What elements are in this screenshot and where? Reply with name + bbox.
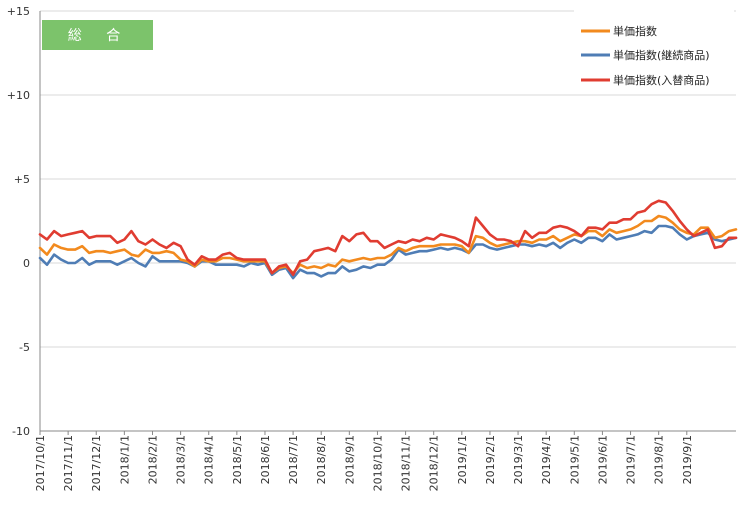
x-tick-label: 2019/6/1 [596, 435, 609, 484]
x-tick-label: 2019/7/1 [625, 435, 638, 484]
x-tick-label: 2018/10/1 [371, 435, 384, 491]
y-tick-label: +5 [14, 173, 30, 186]
x-tick-label: 2018/1/1 [118, 435, 131, 484]
y-tick-label: 0 [23, 257, 30, 270]
x-tick-label: 2019/3/1 [512, 435, 525, 484]
badge-background [42, 20, 153, 50]
y-tick-label: -10 [12, 425, 30, 438]
x-tick-label: 2018/2/1 [146, 435, 159, 484]
series-line-3 [38, 199, 738, 277]
series-lines [38, 199, 738, 280]
x-tick-label: 2019/1/1 [456, 435, 469, 484]
legend-item-3: 単価指数(入替商品) [581, 73, 710, 87]
legend-label-3: 単価指数(入替商品) [613, 73, 710, 87]
x-tick-label: 2018/6/1 [259, 435, 272, 484]
x-tick-label: 2019/8/1 [653, 435, 666, 484]
y-axis-ticks: -10 -5 0 +5 +10 +15 [7, 5, 30, 438]
x-tick-label: 2019/2/1 [484, 435, 497, 484]
x-tick-label: 2017/11/1 [62, 435, 75, 491]
series-line-1 [38, 214, 738, 275]
x-tick-label: 2019/9/1 [681, 435, 694, 484]
series-line-2 [38, 224, 738, 280]
badge-label: 総 合 [68, 28, 130, 44]
x-tick-label: 2018/9/1 [343, 435, 356, 484]
x-tick-label: 2018/3/1 [175, 435, 188, 484]
x-tick-label: 2018/5/1 [231, 435, 244, 484]
x-tick-label: 2019/4/1 [540, 435, 553, 484]
y-tick-label: -5 [19, 341, 30, 354]
x-tick-label: 2018/4/1 [203, 435, 216, 484]
legend-item-2: 単価指数(継続商品) [581, 48, 710, 62]
legend: 単価指数 単価指数(継続商品) 単価指数(入替商品) [574, 10, 734, 94]
x-tick-label: 2018/8/1 [315, 435, 328, 484]
x-axis-ticks: 2017/10/1 2017/11/1 2017/12/1 2018/1/1 2018/… [34, 431, 694, 491]
x-tick-label: 2019/5/1 [568, 435, 581, 484]
x-tick-label: 2018/11/1 [400, 435, 413, 491]
x-tick-label: 2017/10/1 [34, 435, 47, 491]
x-tick-label: 2018/7/1 [287, 435, 300, 484]
y-tick-label: +10 [7, 89, 30, 102]
legend-label-2: 単価指数(継続商品) [613, 48, 710, 62]
x-tick-label: 2018/12/1 [428, 435, 441, 491]
legend-label-1: 単価指数 [613, 24, 657, 38]
y-tick-label: +15 [7, 5, 30, 18]
chart-badge: 総 合 [42, 20, 153, 50]
legend-item-1: 単価指数 [581, 24, 657, 38]
x-tick-label: 2017/12/1 [90, 435, 103, 491]
